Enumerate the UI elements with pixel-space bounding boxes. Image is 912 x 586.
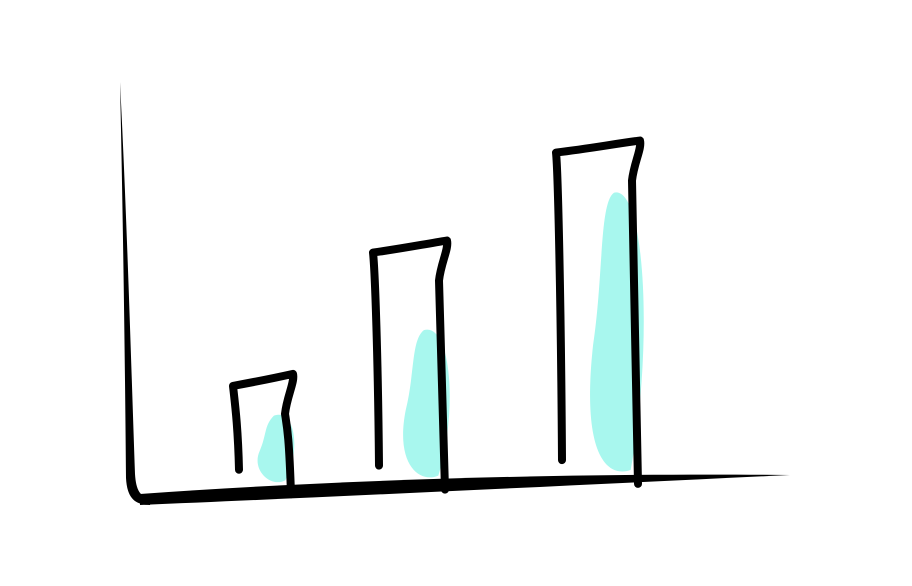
axes-layer xyxy=(120,82,790,505)
x-axis xyxy=(140,474,790,505)
bar-1 xyxy=(229,369,298,499)
bar-fill-layer xyxy=(257,192,644,483)
bar-2 xyxy=(369,236,452,494)
bar-3 xyxy=(552,136,645,488)
y-axis xyxy=(120,82,152,505)
bar-outline-layer xyxy=(229,136,645,499)
